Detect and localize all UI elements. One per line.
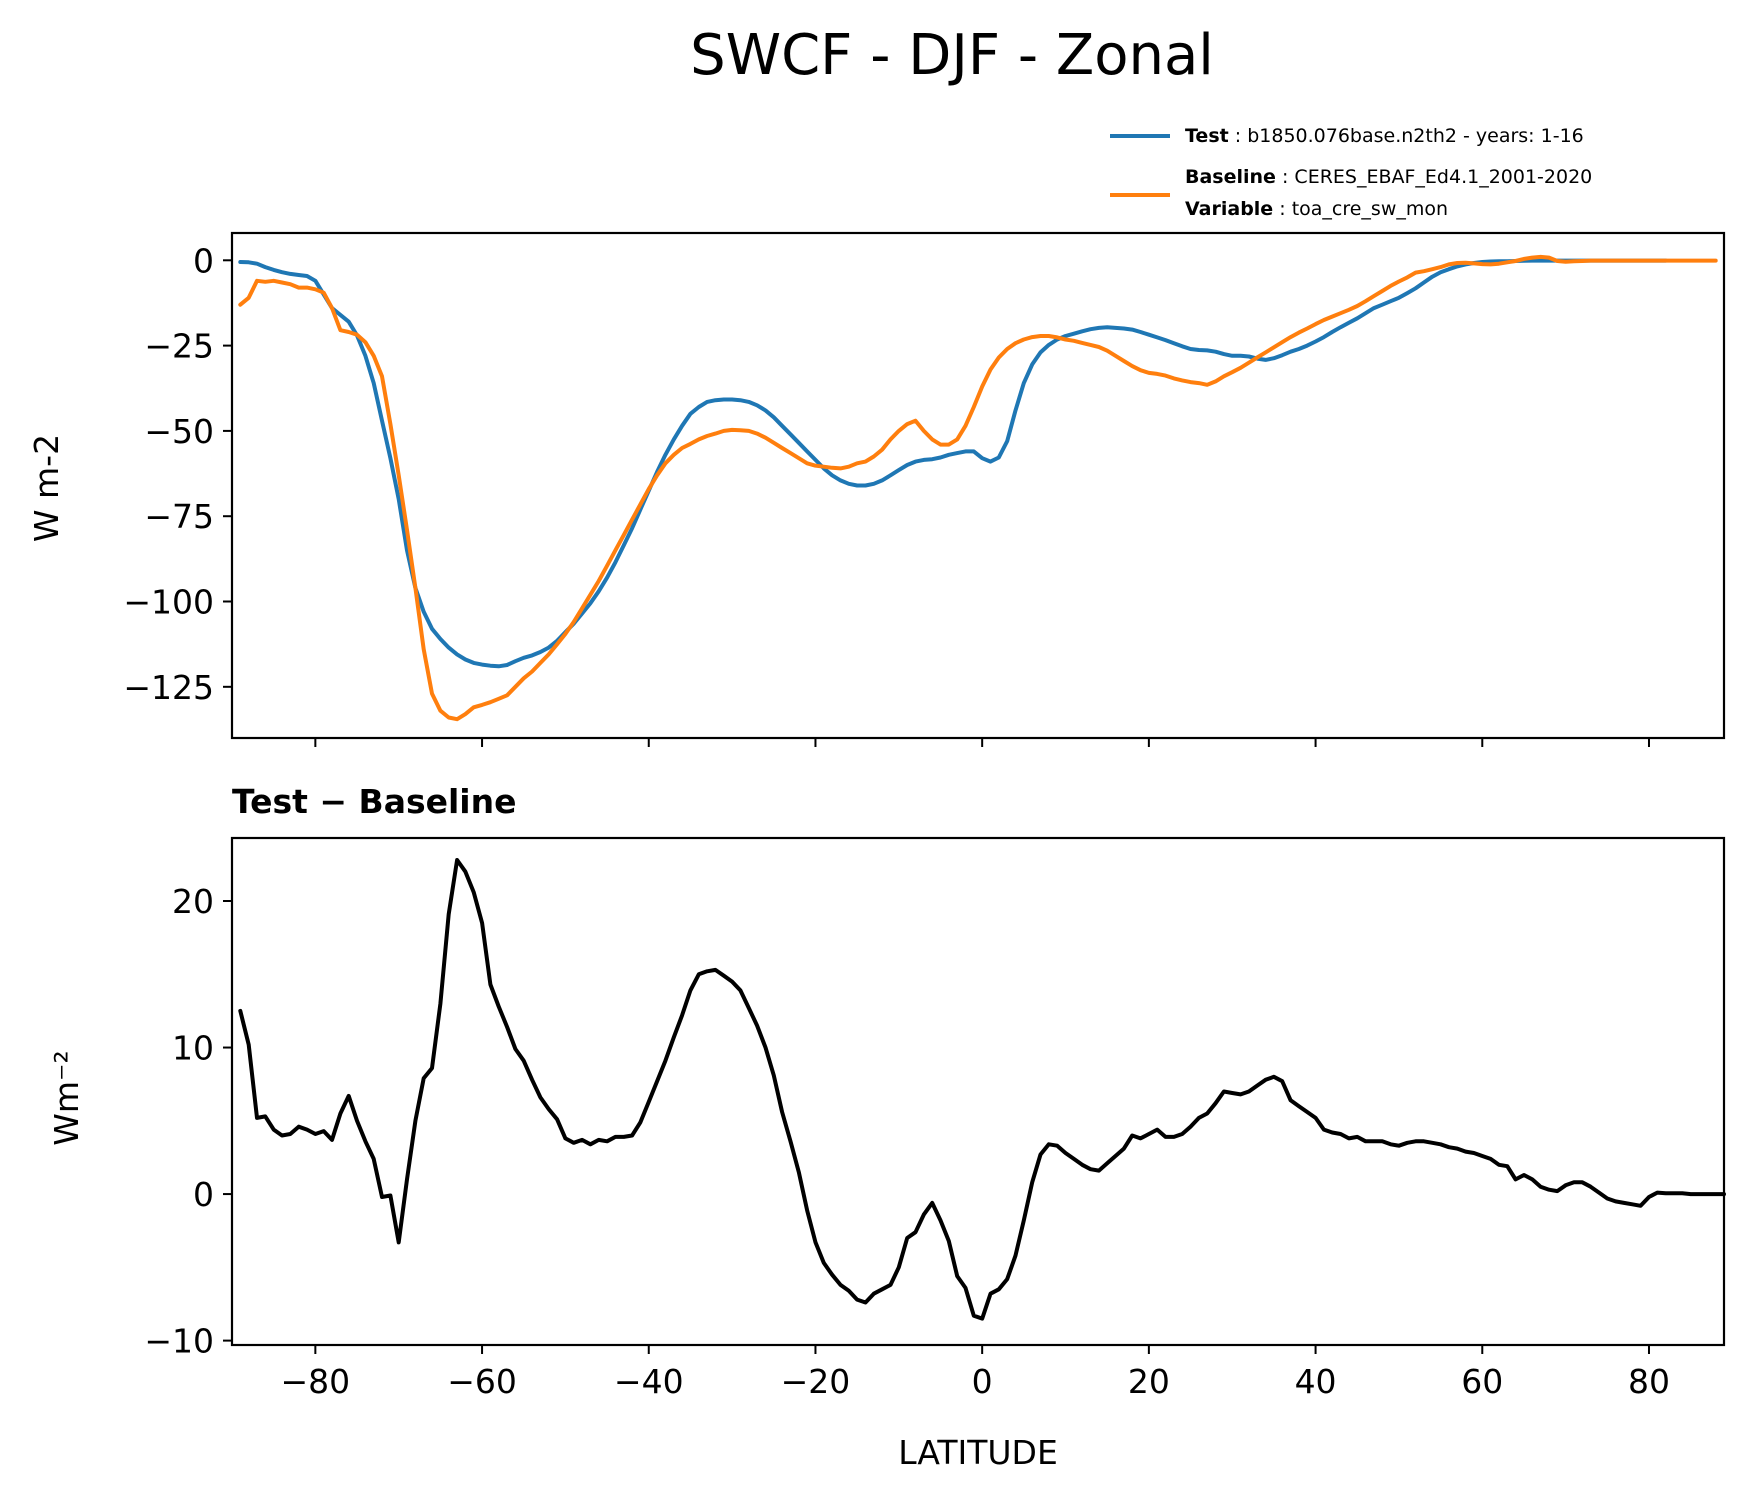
legend-entry-test: Test : b1850.076base.n2th2 - years: 1-16 <box>1185 125 1584 147</box>
legend-text-variable: toa_cre_sw_mon <box>1292 198 1448 220</box>
bottom-axes: 20 10 0 −10 −80 −60 −40 −20 0 20 40 60 80 <box>144 836 1726 1401</box>
top-ytick-label: −50 <box>144 412 214 451</box>
top-series-group <box>238 254 1718 722</box>
bottom-ytick-label: 0 <box>193 1175 214 1214</box>
top-series-line-test <box>238 258 1668 669</box>
bottom-xtick-label: 0 <box>972 1362 993 1401</box>
top-ylabel: W m-2 <box>27 434 66 542</box>
bottom-ylabel: Wm⁻² <box>47 1050 86 1145</box>
bottom-series-group <box>238 858 1726 1321</box>
bottom-xtick-label: 40 <box>1295 1362 1337 1401</box>
bottom-axes-frame <box>230 836 1726 1347</box>
bottom-xtick-label: −60 <box>447 1362 517 1401</box>
legend-sep-variable: : <box>1273 198 1291 220</box>
legend-text-test: b1850.076base.n2th2 - years: 1-16 <box>1247 125 1584 147</box>
chart-title: SWCF - DJF - Zonal <box>690 23 1214 88</box>
legend-entry-variable: Variable : toa_cre_sw_mon <box>1185 198 1448 220</box>
legend-sep-baseline: : <box>1276 166 1294 188</box>
legend-key-variable: Variable <box>1185 198 1273 220</box>
top-axes: 0 −25 −50 −75 −100 −125 <box>123 231 1726 747</box>
legend-text-baseline: CERES_EBAF_Ed4.1_2001-2020 <box>1294 166 1592 188</box>
bottom-ytick-label: 10 <box>172 1029 214 1068</box>
top-axes-frame <box>230 231 1726 740</box>
bottom-panel: Test − Baseline 20 10 0 −10 −80 −60 −40 −20 0 20 4… <box>47 782 1726 1472</box>
bottom-xtick-label: 80 <box>1628 1362 1670 1401</box>
top-ytick-label: 0 <box>193 241 214 280</box>
bottom-ytick-label: −10 <box>144 1322 214 1361</box>
top-series-line-baseline <box>238 254 1718 722</box>
legend-key-test: Test <box>1185 125 1229 147</box>
top-ytick-label: −75 <box>144 497 214 536</box>
top-panel: 0 −25 −50 −75 −100 −125 W m-2 <box>27 231 1726 747</box>
top-ytick-label: −100 <box>123 583 214 622</box>
legend-sep-test: : <box>1229 125 1247 147</box>
bottom-xtick-label: −40 <box>614 1362 684 1401</box>
bottom-xtick-label: 60 <box>1461 1362 1503 1401</box>
bottom-series-line-test-baseline <box>238 858 1726 1321</box>
legend-key-baseline: Baseline <box>1185 166 1276 188</box>
bottom-xtick-label: −80 <box>281 1362 351 1401</box>
top-ytick-label: −125 <box>123 668 214 707</box>
x-axis-label: LATITUDE <box>898 1433 1058 1472</box>
bottom-xtick-label: 20 <box>1128 1362 1170 1401</box>
legend-entry-baseline: Baseline : CERES_EBAF_Ed4.1_2001-2020 <box>1185 166 1592 188</box>
bottom-panel-title: Test − Baseline <box>232 782 517 821</box>
bottom-ytick-label: 20 <box>172 882 214 921</box>
top-ytick-label: −25 <box>144 327 214 366</box>
legend: Test : b1850.076base.n2th2 - years: 1-16… <box>1110 125 1592 220</box>
bottom-xtick-label: −20 <box>781 1362 851 1401</box>
